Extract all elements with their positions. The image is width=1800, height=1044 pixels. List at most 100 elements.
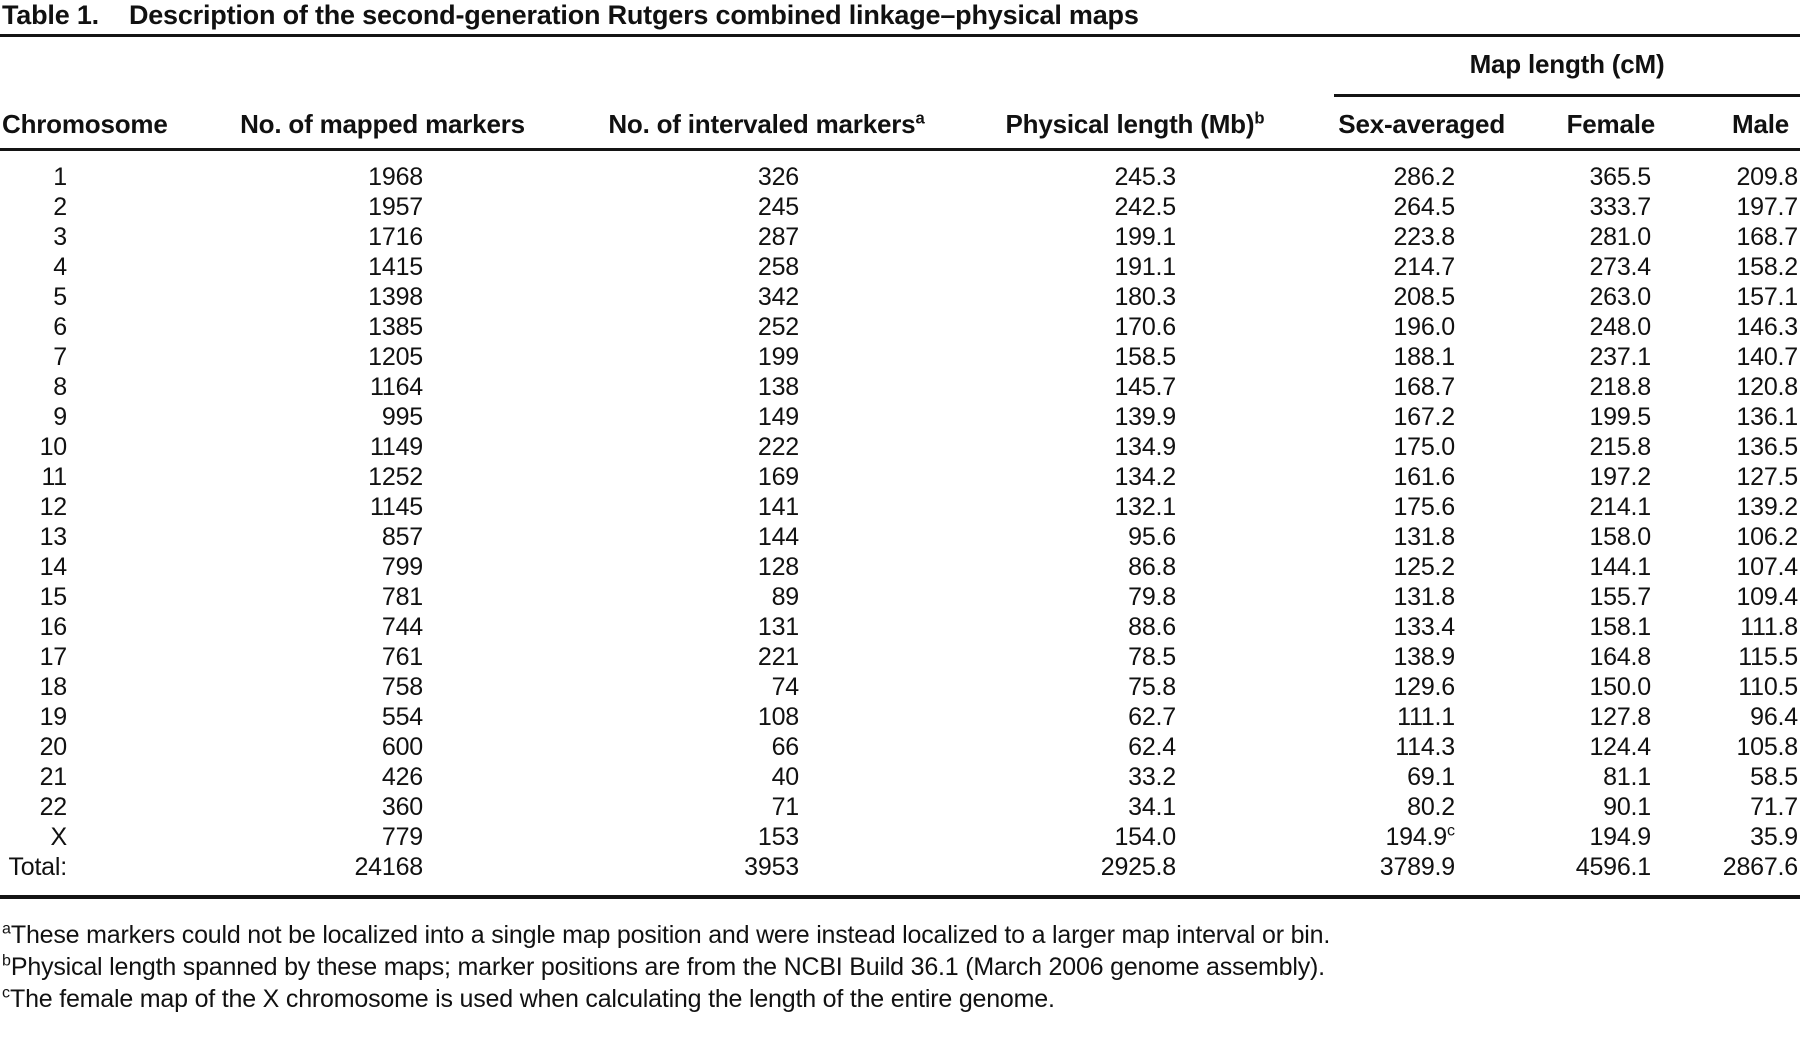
- footnotes: aThese markers could not be localized in…: [0, 907, 1800, 1015]
- table-row: 17 761 221 78.5 138.9 164.8 115.5: [0, 642, 1800, 672]
- header-mapped-markers: No. of mapped markers: [240, 109, 525, 139]
- cell-mapped: 758: [381, 673, 423, 701]
- footnote-marker: c: [2, 984, 10, 1002]
- cell-sex_averaged: 111.1: [1397, 703, 1455, 731]
- cell-male: 136.5: [1736, 433, 1798, 461]
- cell-intervaled: 108: [757, 703, 799, 731]
- cell-male: 146.3: [1736, 313, 1798, 341]
- footnote-text: These markers could not be localized int…: [10, 921, 1331, 949]
- table-row: 15 781 89 79.8 131.8 155.7 109.4: [0, 582, 1800, 612]
- table-row: 13 857 144 95.6 131.8 158.0 106.2: [0, 522, 1800, 552]
- cell-mapped: 1164: [370, 373, 423, 401]
- spanner-map-length: Map length (cM): [1334, 49, 1800, 97]
- cell-chromosome: 21: [39, 763, 68, 791]
- cell-intervaled: 66: [771, 733, 800, 761]
- table-row: 3 1716 287 199.1 223.8 281.0 168.7: [0, 222, 1800, 252]
- cell-mapped: 779: [381, 823, 423, 851]
- cell-male: 105.8: [1736, 733, 1798, 761]
- cell-male: 140.7: [1736, 343, 1798, 371]
- cell-male: 209.8: [1736, 163, 1798, 191]
- header-male: Male: [1731, 109, 1789, 139]
- cell-intervaled: 71: [771, 793, 800, 821]
- cell-female: 333.7: [1589, 193, 1651, 221]
- table-title-label: Table 1.: [2, 0, 99, 30]
- cell-physical: 33.2: [1128, 763, 1176, 791]
- cell-sex_averaged: 264.5: [1393, 193, 1455, 221]
- cell-female: 365.5: [1589, 163, 1651, 191]
- cell-male: 158.2: [1736, 253, 1798, 281]
- cell-male: 127.5: [1736, 463, 1798, 491]
- footnote-marker: b: [1254, 108, 1265, 128]
- cell-chromosome: 6: [53, 313, 67, 341]
- cell-intervaled: 128: [757, 553, 799, 581]
- cell-intervaled: 222: [757, 433, 799, 461]
- cell-sex_averaged: 208.5: [1393, 283, 1455, 311]
- footnote-marker: a: [915, 108, 925, 128]
- cell-sex_averaged: 129.6: [1393, 673, 1455, 701]
- cell-male: 168.7: [1736, 223, 1798, 251]
- cell-female: 248.0: [1589, 313, 1651, 341]
- table-row: 11 1252 169 134.2 161.6 197.2 127.5: [0, 462, 1800, 492]
- cell-intervaled: 245: [757, 193, 799, 221]
- cell-physical: 180.3: [1114, 283, 1176, 311]
- cell-female: 218.8: [1589, 373, 1651, 401]
- cell-male: 2867.6: [1722, 853, 1798, 881]
- cell-mapped: 857: [381, 523, 423, 551]
- cell-chromosome: 18: [39, 673, 68, 701]
- cell-chromosome: 7: [53, 343, 67, 371]
- footnote-marker: c: [1447, 822, 1455, 840]
- cell-male: 120.8: [1736, 373, 1798, 401]
- cell-female: 197.2: [1589, 463, 1651, 491]
- table-row: X 779 153 154.0 194.9c 194.9 35.9: [0, 822, 1800, 852]
- cell-mapped: 744: [381, 613, 423, 641]
- cell-chromosome: 12: [39, 493, 68, 521]
- cell-mapped: 781: [381, 583, 423, 611]
- footnote-b: bPhysical length spanned by these maps; …: [2, 951, 1800, 983]
- header-chromosome: Chromosome: [2, 109, 168, 139]
- cell-female: 215.8: [1589, 433, 1651, 461]
- cell-sex_averaged: 161.6: [1393, 463, 1455, 491]
- table-bottom-rule: [0, 895, 1800, 899]
- cell-intervaled: 138: [757, 373, 799, 401]
- cell-female: 237.1: [1589, 343, 1651, 371]
- table-title: Table 1. Description of the second-gener…: [0, 0, 1800, 37]
- header-physical-length: Physical length (Mb)b: [1005, 108, 1265, 139]
- cell-mapped: 1205: [368, 343, 423, 371]
- cell-male: 96.4: [1750, 703, 1798, 731]
- cell-mapped: 600: [381, 733, 423, 761]
- header-intervaled-markers: No. of intervaled markersa: [608, 108, 925, 139]
- cell-sex_averaged: 125.2: [1393, 553, 1455, 581]
- cell-sex_averaged: 138.9: [1393, 643, 1455, 671]
- cell-male: 111.8: [1740, 613, 1798, 641]
- cell-female: 155.7: [1589, 583, 1651, 611]
- cell-intervaled: 169: [757, 463, 799, 491]
- cell-physical: 95.6: [1128, 523, 1176, 551]
- cell-chromosome: 20: [39, 733, 68, 761]
- cell-mapped: 554: [381, 703, 423, 731]
- cell-sex_averaged: 114.3: [1395, 733, 1455, 761]
- column-header-row: Chromosome No. of mapped markers No. of …: [0, 97, 1800, 148]
- cell-intervaled: 89: [771, 583, 800, 611]
- cell-chromosome: 14: [39, 553, 68, 581]
- table-row: 16 744 131 88.6 133.4 158.1 111.8: [0, 612, 1800, 642]
- header-female: Female: [1566, 109, 1656, 139]
- table-row: 7 1205 199 158.5 188.1 237.1 140.7: [0, 342, 1800, 372]
- cell-physical: 86.8: [1128, 553, 1176, 581]
- cell-sex_averaged: 133.4: [1393, 613, 1455, 641]
- cell-female: 164.8: [1589, 643, 1651, 671]
- cell-mapped: 1716: [368, 223, 423, 251]
- table-row: 5 1398 342 180.3 208.5 263.0 157.1: [0, 282, 1800, 312]
- cell-male: 58.5: [1750, 763, 1798, 791]
- cell-physical: 134.9: [1114, 433, 1176, 461]
- cell-physical: 88.6: [1128, 613, 1176, 641]
- cell-intervaled: 144: [757, 523, 799, 551]
- table-row: Total: 24168 3953 2925.8 3789.9 4596.1 2867.6: [0, 852, 1800, 882]
- cell-chromosome: 8: [53, 373, 67, 401]
- table-row: 19 554 108 62.7 111.1 127.8 96.4: [0, 702, 1800, 732]
- cell-male: 106.2: [1736, 523, 1798, 551]
- cell-male: 107.4: [1736, 553, 1798, 581]
- cell-physical: 145.7: [1114, 373, 1176, 401]
- footnote-c: cThe female map of the X chromosome is u…: [2, 983, 1800, 1015]
- footnote-text: Physical length spanned by these maps; m…: [10, 953, 1325, 981]
- cell-intervaled: 258: [757, 253, 799, 281]
